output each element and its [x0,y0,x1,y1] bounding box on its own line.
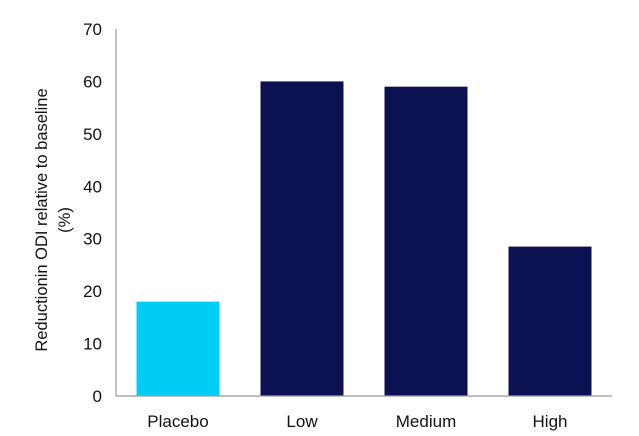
x-axis-labels: Placebo Low Medium High [147,412,567,431]
x-tick-label-medium: Medium [396,412,456,431]
y-tick-label: 20 [83,282,102,301]
y-tick-label: 50 [83,125,102,144]
y-tick-label: 70 [83,20,102,39]
y-axis-title: Reductionin ODI relative to baseline (%) [33,88,74,351]
bar-medium [384,86,468,397]
bar-high [508,246,592,396]
y-tick-label: 40 [83,177,102,196]
y-axis-title-line-1: Reductionin ODI relative to baseline [33,88,51,351]
bar-low [260,81,344,396]
y-tick-label: 0 [93,387,102,406]
x-tick-label-placebo: Placebo [147,412,208,431]
y-tick-label: 10 [83,335,102,354]
y-axis-ticks: 0 10 20 30 40 50 60 70 [83,20,102,406]
y-axis-title-line-2: (%) [56,207,74,233]
y-tick-label: 30 [83,230,102,249]
bars [136,81,592,397]
y-tick-label: 60 [83,72,102,91]
x-tick-label-low: Low [286,412,318,431]
bar-placebo [136,301,220,396]
x-tick-label-high: High [533,412,568,431]
